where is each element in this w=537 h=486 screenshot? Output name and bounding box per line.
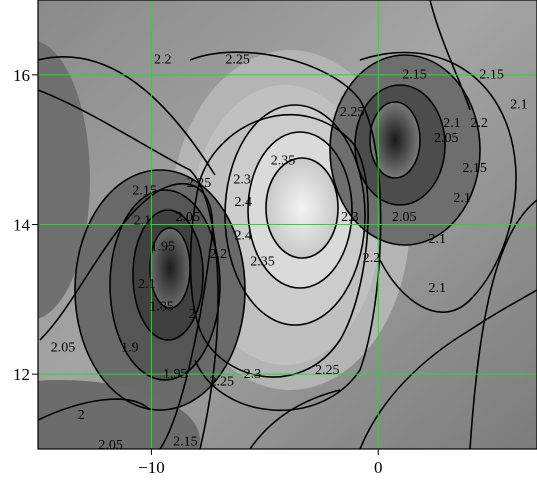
contour-lines — [38, 0, 537, 449]
fill-band-2.4 — [266, 158, 338, 258]
contour-label-20: 2.05 — [175, 210, 200, 225]
contour-label-36: 2 — [78, 408, 85, 423]
y-tick-label-2: 16 — [13, 66, 30, 85]
contour-label-37: 2.05 — [98, 438, 123, 453]
contour-label-10: 2.35 — [271, 154, 296, 169]
x-tick-label-1: 0 — [374, 458, 383, 477]
contour-top-edge — [429, 0, 471, 111]
contour-label-35: 2.25 — [315, 363, 340, 378]
contour-label-29: 2 — [189, 307, 196, 322]
contour-label-34: 2.3 — [244, 367, 262, 382]
contour-2.1-far-right — [469, 199, 537, 449]
grid-lines — [38, 0, 537, 449]
contour-label-32: 1.95 — [163, 367, 188, 382]
y-tick-label-0: 12 — [13, 365, 30, 384]
contour-label-22: 2.35 — [250, 255, 275, 270]
contour-label-13: 2.25 — [187, 176, 212, 191]
contour-label-17: 2.05 — [392, 210, 417, 225]
fill-band-1.9-left — [150, 228, 190, 308]
x-tick-labels: −10 0 — [138, 449, 382, 477]
contour-2.4 — [265, 157, 339, 259]
contour-label-27: 2.1 — [138, 277, 156, 292]
contour-2.15-bottom — [359, 289, 537, 449]
contour-label-11: 2.3 — [233, 172, 251, 187]
contour-label-30: 2.05 — [51, 341, 76, 356]
contour-2.05-bottom — [38, 398, 151, 421]
contour-label-1: 2.25 — [225, 53, 250, 68]
contour-labels: 2.2 2.252.252.15 2.152.22.052.12.12.152.35… — [51, 53, 528, 453]
contour-2.2-left — [38, 56, 216, 176]
contour-label-2: 2.25 — [340, 105, 365, 120]
contour-2.05-right — [354, 84, 446, 206]
contour-label-18: 2.1 — [453, 191, 471, 206]
contour-label-19: 2.1 — [134, 214, 152, 229]
contour-label-26: 1.95 — [151, 240, 176, 255]
contour-1.95 — [132, 209, 204, 341]
contour-label-7: 2.1 — [510, 98, 528, 113]
fill-band-2-right — [370, 102, 420, 178]
y-tick-label-1: 14 — [13, 216, 31, 235]
contour-2.15-right — [359, 51, 517, 313]
contour-label-4: 2.15 — [479, 68, 504, 83]
contour-2.15-left — [38, 89, 219, 449]
contour-label-8: 2.1 — [443, 116, 461, 131]
contour-label-21: 2.2 — [210, 247, 228, 262]
contour-2.05-left — [74, 169, 246, 411]
contour-label-0: 2.2 — [154, 53, 172, 68]
contour-label-15: 2.4 — [235, 228, 253, 243]
contour-2.1-right — [329, 54, 481, 246]
contour-2.2-bottom — [249, 389, 341, 449]
contour-label-6: 2.05 — [434, 131, 459, 146]
contour-1.9 — [149, 227, 191, 309]
contour-2.2-center — [189, 51, 382, 412]
contour-label-23: 2.2 — [363, 251, 381, 266]
contour-2-left — [109, 189, 221, 381]
fill-left-edge — [38, 41, 90, 319]
contour-label-33: 2.25 — [209, 374, 234, 389]
contour-2.35 — [247, 131, 353, 289]
contour-label-16: 2.3 — [341, 210, 359, 225]
contour-label-25: 2.1 — [428, 281, 446, 296]
contour-2.25 — [189, 114, 369, 378]
y-tick-labels: 12 14 16 — [13, 66, 38, 384]
x-tick-label-0: −10 — [138, 458, 165, 477]
contour-label-38: 2.15 — [173, 434, 198, 449]
contour-label-31: 1.9 — [121, 341, 139, 356]
contour-label-24: 2.1 — [428, 232, 446, 247]
contour-label-9: 2.15 — [462, 161, 487, 176]
contour-label-5: 2.2 — [470, 116, 488, 131]
contour-2-right — [369, 101, 421, 179]
contour-2.3 — [224, 104, 366, 326]
contour-label-14: 2.4 — [235, 195, 253, 210]
fill-bottom-left — [38, 380, 200, 449]
contour-label-12: 2.15 — [132, 184, 157, 199]
contour-label-3: 2.15 — [402, 68, 427, 83]
contour-fills — [38, 41, 480, 449]
contour-label-28: 1.85 — [149, 300, 174, 315]
